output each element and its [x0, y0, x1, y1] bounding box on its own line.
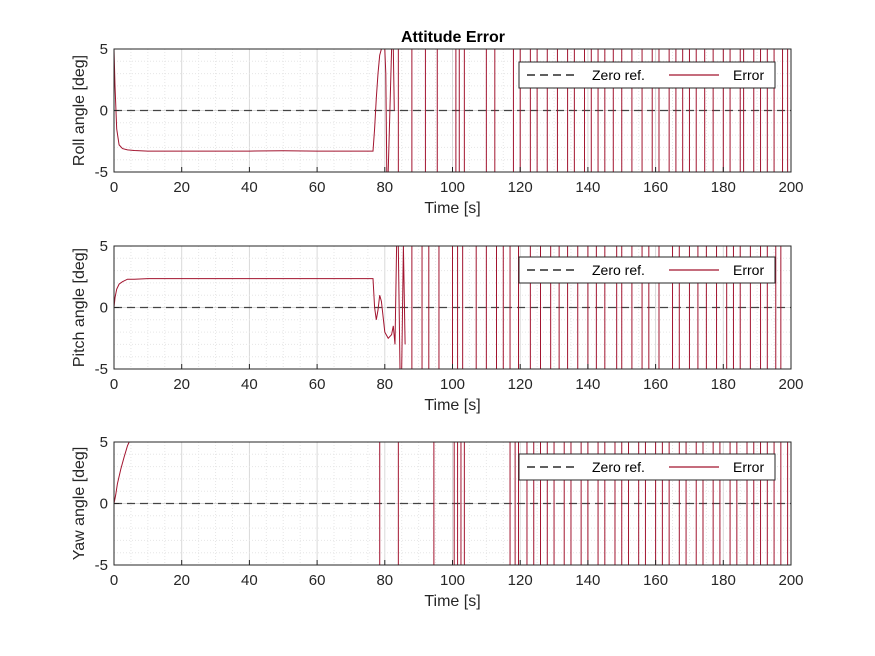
- series-group: [114, 442, 791, 565]
- x-tick-label: 120: [508, 179, 533, 196]
- legend-zero-ref-label: Zero ref.: [592, 67, 645, 83]
- y-tick-label: -5: [95, 557, 108, 574]
- x-tick-label: 140: [575, 572, 600, 589]
- legend: Zero ref. Error: [518, 256, 776, 284]
- legend: Zero ref. Error: [518, 61, 776, 89]
- x-tick-label: 40: [241, 179, 258, 196]
- y-tick-label: 0: [100, 496, 108, 513]
- y-tick-label: 5: [100, 238, 108, 255]
- x-tick-label: 160: [643, 572, 668, 589]
- x-tick-label: 160: [643, 376, 668, 393]
- y-tick-label: 0: [100, 300, 108, 317]
- y-axis-label: Roll angle [deg]: [71, 55, 88, 166]
- y-axis-label: Pitch angle [deg]: [71, 248, 88, 367]
- x-tick-label: 0: [110, 376, 118, 393]
- x-tick-label: 100: [440, 376, 465, 393]
- x-tick-label: 180: [711, 179, 736, 196]
- x-tick-label: 100: [440, 179, 465, 196]
- x-axis-label: Time [s]: [424, 200, 480, 217]
- y-axis-label: Yaw angle [deg]: [71, 447, 88, 561]
- x-tick-label: 160: [643, 179, 668, 196]
- x-tick-label: 180: [711, 572, 736, 589]
- legend-box: [518, 453, 776, 481]
- x-tick-label: 140: [575, 376, 600, 393]
- x-tick-label: 60: [309, 179, 326, 196]
- x-tick-label: 200: [778, 376, 803, 393]
- x-tick-label: 80: [376, 376, 393, 393]
- error-series-line: [114, 246, 406, 369]
- legend-zero-ref-label: Zero ref.: [592, 262, 645, 278]
- x-axis-label: Time [s]: [424, 397, 480, 414]
- x-tick-label: 80: [376, 572, 393, 589]
- error-series-line: [114, 442, 130, 504]
- x-axis-label: Time [s]: [424, 593, 480, 610]
- legend-zero-ref-label: Zero ref.: [592, 459, 645, 475]
- legend-error-label: Error: [733, 67, 764, 83]
- y-tick-label: -5: [95, 164, 108, 181]
- legend-box: [518, 256, 776, 284]
- x-tick-label: 120: [508, 572, 533, 589]
- y-tick-label: 5: [100, 434, 108, 451]
- x-tick-label: 60: [309, 572, 326, 589]
- x-tick-label: 20: [173, 572, 190, 589]
- x-tick-label: 0: [110, 572, 118, 589]
- x-tick-label: 200: [778, 179, 803, 196]
- x-tick-label: 120: [508, 376, 533, 393]
- figure-title: Attitude Error: [401, 29, 505, 46]
- x-tick-label: 200: [778, 572, 803, 589]
- x-tick-label: 60: [309, 376, 326, 393]
- x-tick-label: 40: [241, 572, 258, 589]
- x-tick-label: 140: [575, 179, 600, 196]
- x-tick-label: 0: [110, 179, 118, 196]
- x-tick-label: 180: [711, 376, 736, 393]
- x-tick-label: 100: [440, 572, 465, 589]
- error-series-line: [114, 49, 395, 172]
- y-tick-label: 0: [100, 103, 108, 120]
- y-tick-label: -5: [95, 361, 108, 378]
- x-tick-label: 20: [173, 179, 190, 196]
- legend: Zero ref. Error: [518, 453, 776, 481]
- x-tick-label: 20: [173, 376, 190, 393]
- legend-error-label: Error: [733, 459, 764, 475]
- legend-error-label: Error: [733, 262, 764, 278]
- x-tick-label: 80: [376, 179, 393, 196]
- legend-box: [518, 61, 776, 89]
- y-tick-label: 5: [100, 41, 108, 58]
- x-tick-label: 40: [241, 376, 258, 393]
